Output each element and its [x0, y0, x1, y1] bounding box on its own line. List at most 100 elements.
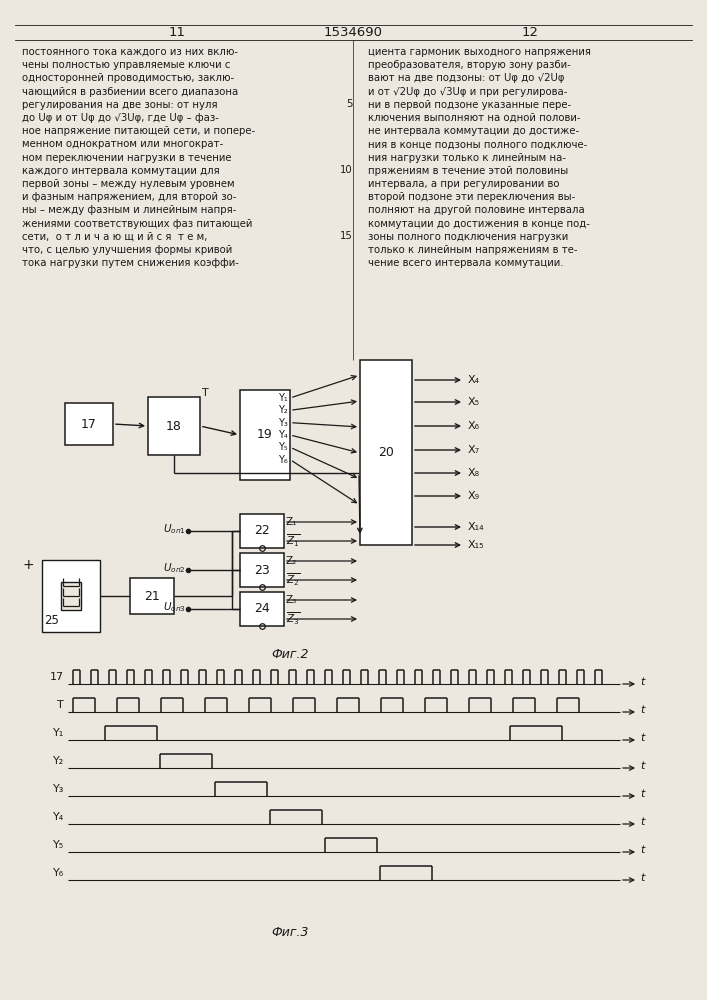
- Text: вают на две подзоны: от Uφ до √2Uφ: вают на две подзоны: от Uφ до √2Uφ: [368, 73, 564, 83]
- Text: ния в конце подзоны полного подключе-: ния в конце подзоны полного подключе-: [368, 139, 588, 149]
- Text: X₆: X₆: [468, 421, 480, 431]
- Text: ни в первой подзоне указанные пере-: ни в первой подзоне указанные пере-: [368, 100, 571, 110]
- Text: $U_{оп1}$: $U_{оп1}$: [163, 522, 186, 536]
- Text: постоянного тока каждого из них вклю-: постоянного тока каждого из них вклю-: [22, 47, 238, 57]
- Text: $U_{оп3}$: $U_{оп3}$: [163, 600, 186, 614]
- Text: ное напряжение питающей сети, и попере-: ное напряжение питающей сети, и попере-: [22, 126, 255, 136]
- Text: что, с целью улучшения формы кривой: что, с целью улучшения формы кривой: [22, 245, 233, 255]
- Text: Y₅: Y₅: [53, 840, 64, 850]
- Text: X₇: X₇: [468, 445, 480, 455]
- Text: 10: 10: [340, 165, 353, 175]
- Bar: [61, 582, 81, 610]
- Text: t: t: [640, 789, 644, 799]
- Text: менном однократном или многократ-: менном однократном или многократ-: [22, 139, 223, 149]
- Text: Y₁: Y₁: [279, 393, 288, 403]
- Text: T: T: [202, 388, 209, 398]
- Bar: [240, 553, 284, 587]
- Text: ния нагрузки только к линейным на-: ния нагрузки только к линейным на-: [368, 153, 566, 163]
- Text: преобразователя, вторую зону разби-: преобразователя, вторую зону разби-: [368, 60, 571, 70]
- Text: Y₂: Y₂: [279, 405, 288, 415]
- Text: чение всего интервала коммутации.: чение всего интервала коммутации.: [368, 258, 563, 268]
- Text: t: t: [640, 733, 644, 743]
- Text: 12: 12: [522, 25, 539, 38]
- Text: Y₅: Y₅: [279, 442, 288, 452]
- Text: X₁₄: X₁₄: [468, 522, 484, 532]
- Text: X₅: X₅: [468, 397, 480, 407]
- Text: до Uφ и от Uφ до √3Uφ, где Uφ – фаз-: до Uφ и от Uφ до √3Uφ, где Uφ – фаз-: [22, 113, 219, 123]
- Text: ном переключении нагрузки в течение: ном переключении нагрузки в течение: [22, 153, 231, 163]
- Text: Фиг.3: Фиг.3: [271, 926, 309, 938]
- Text: X₈: X₈: [468, 468, 480, 478]
- Text: X₄: X₄: [468, 375, 480, 385]
- Text: ключения выполняют на одной полови-: ключения выполняют на одной полови-: [368, 113, 580, 123]
- Text: сети,  о т л и ч а ю щ и й с я  т е м,: сети, о т л и ч а ю щ и й с я т е м,: [22, 232, 207, 242]
- Text: и от √2Uφ до √3Uφ и при регулирова-: и от √2Uφ до √3Uφ и при регулирова-: [368, 87, 568, 97]
- Text: Z₃: Z₃: [286, 595, 297, 605]
- Text: 20: 20: [378, 446, 394, 459]
- Text: тока нагрузки путем снижения коэффи-: тока нагрузки путем снижения коэффи-: [22, 258, 239, 268]
- Text: t: t: [640, 705, 644, 715]
- Text: T: T: [57, 700, 64, 710]
- Text: чены полностью управляемые ключи с: чены полностью управляемые ключи с: [22, 60, 230, 70]
- Text: чающийся в разбиении всего диапазона: чающийся в разбиении всего диапазона: [22, 87, 238, 97]
- Text: 17: 17: [50, 672, 64, 682]
- Text: $U_{оп2}$: $U_{оп2}$: [163, 561, 186, 575]
- Text: X₁₅: X₁₅: [468, 540, 484, 550]
- Bar: [130, 578, 174, 614]
- Text: зоны полного подключения нагрузки: зоны полного подключения нагрузки: [368, 232, 568, 242]
- Text: +: +: [23, 558, 34, 572]
- Text: 24: 24: [254, 602, 270, 615]
- Text: каждого интервала коммутации для: каждого интервала коммутации для: [22, 166, 220, 176]
- Text: 25: 25: [44, 614, 59, 627]
- Text: первой зоны – между нулевым уровнем: первой зоны – между нулевым уровнем: [22, 179, 235, 189]
- Text: регулирования на две зоны: от нуля: регулирования на две зоны: от нуля: [22, 100, 218, 110]
- Text: 11: 11: [168, 25, 185, 38]
- Text: Z₁: Z₁: [286, 517, 298, 527]
- Text: t: t: [640, 845, 644, 855]
- Text: интервала, а при регулировании во: интервала, а при регулировании во: [368, 179, 559, 189]
- Text: 5: 5: [346, 99, 353, 109]
- Text: жениями соответствующих фаз питающей: жениями соответствующих фаз питающей: [22, 219, 252, 229]
- Text: Y₆: Y₆: [53, 868, 64, 878]
- Text: коммутации до достижения в конце под-: коммутации до достижения в конце под-: [368, 219, 590, 229]
- Text: $\overline{Z_3}$: $\overline{Z_3}$: [286, 611, 300, 627]
- Text: Y₆: Y₆: [279, 455, 288, 465]
- Text: Фиг.2: Фиг.2: [271, 648, 309, 662]
- Bar: [65, 403, 113, 445]
- Text: 19: 19: [257, 428, 273, 442]
- Text: t: t: [640, 817, 644, 827]
- Text: полняют на другой половине интервала: полняют на другой половине интервала: [368, 205, 585, 215]
- Text: Z₂: Z₂: [286, 556, 297, 566]
- Text: второй подзоне эти переключения вы-: второй подзоне эти переключения вы-: [368, 192, 575, 202]
- Bar: [240, 514, 284, 548]
- Text: 18: 18: [166, 420, 182, 432]
- Text: t: t: [640, 873, 644, 883]
- Text: Y₃: Y₃: [278, 418, 288, 428]
- Bar: [360, 360, 412, 545]
- Text: не интервала коммутации до достиже-: не интервала коммутации до достиже-: [368, 126, 579, 136]
- Text: Y₂: Y₂: [53, 756, 64, 766]
- Text: Y₄: Y₄: [279, 430, 288, 440]
- Text: $\overline{Z_1}$: $\overline{Z_1}$: [286, 533, 300, 549]
- Text: $\overline{Z_2}$: $\overline{Z_2}$: [286, 572, 300, 588]
- Bar: [240, 390, 290, 480]
- Text: 15: 15: [340, 231, 353, 241]
- Bar: [42, 560, 100, 632]
- Text: пряжениям в течение этой половины: пряжениям в течение этой половины: [368, 166, 568, 176]
- Text: Y₄: Y₄: [53, 812, 64, 822]
- Text: 1534690: 1534690: [324, 25, 382, 38]
- Text: X₉: X₉: [468, 491, 480, 501]
- Text: t: t: [640, 761, 644, 771]
- Text: циента гармоник выходного напряжения: циента гармоник выходного напряжения: [368, 47, 591, 57]
- Text: Y₃: Y₃: [52, 784, 64, 794]
- Text: ны – между фазным и линейным напря-: ны – между фазным и линейным напря-: [22, 205, 236, 215]
- Text: односторонней проводимостью, заклю-: односторонней проводимостью, заклю-: [22, 73, 234, 83]
- Bar: [240, 592, 284, 626]
- Text: t: t: [640, 677, 644, 687]
- Text: 23: 23: [254, 564, 270, 576]
- Text: только к линейным напряжениям в те-: только к линейным напряжениям в те-: [368, 245, 578, 255]
- Text: Y₁: Y₁: [53, 728, 64, 738]
- Text: 22: 22: [254, 524, 270, 538]
- Text: 21: 21: [144, 589, 160, 602]
- Text: и фазным напряжением, для второй зо-: и фазным напряжением, для второй зо-: [22, 192, 236, 202]
